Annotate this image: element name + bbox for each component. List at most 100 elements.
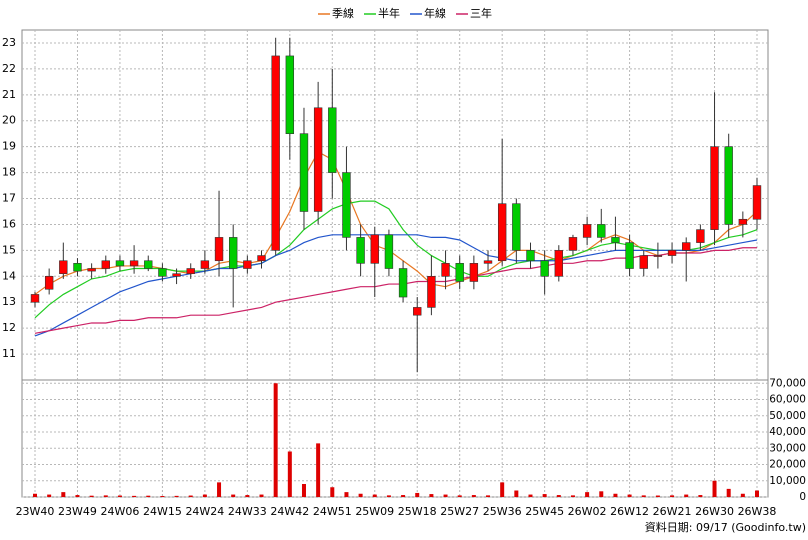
candle-body xyxy=(115,260,125,267)
x-tick-label: 26W12 xyxy=(610,505,649,518)
candle-body xyxy=(625,242,634,269)
volume-tick-label: 20,000 xyxy=(769,459,806,471)
candle-body xyxy=(469,263,479,282)
x-tick-label: 26W21 xyxy=(653,505,692,518)
candle-body xyxy=(752,185,762,220)
candle-body xyxy=(398,268,408,298)
y-tick-label: 19 xyxy=(2,140,16,153)
x-tick-label: 26W38 xyxy=(738,505,777,518)
candle-body xyxy=(299,133,309,212)
volume-bar xyxy=(188,495,193,497)
candle-body xyxy=(597,224,606,238)
x-tick-label: 26W30 xyxy=(695,505,734,518)
legend-label: 半年 xyxy=(378,6,400,20)
candle-body xyxy=(101,260,110,269)
candle-body xyxy=(667,250,677,256)
footer: 資料日期: 09/17 (Goodinfo.tw) xyxy=(645,520,806,534)
volume-bar xyxy=(202,494,207,497)
candle-body xyxy=(413,307,422,316)
volume-bar xyxy=(457,495,462,497)
candle-body xyxy=(554,250,563,277)
volume-tick-label: 50,000 xyxy=(769,410,806,422)
candle-body xyxy=(497,203,507,262)
candle-body xyxy=(568,237,578,251)
volume-bar xyxy=(231,494,236,497)
volume-tick-label: 10,000 xyxy=(769,475,806,487)
candle-body xyxy=(696,229,705,243)
ma-line xyxy=(34,200,758,319)
candle-body xyxy=(313,107,323,212)
candle-body xyxy=(611,237,620,243)
volume-bar xyxy=(755,490,759,497)
y-tick-label: 20 xyxy=(2,114,16,127)
x-tick-label: 25W27 xyxy=(440,505,479,518)
candle-body xyxy=(186,268,195,275)
volume-bar xyxy=(556,495,561,497)
candle-body xyxy=(370,234,379,264)
y-tick-label: 12 xyxy=(2,321,16,334)
volume-bar xyxy=(641,495,646,497)
candle-body xyxy=(44,275,54,290)
volume-bar xyxy=(401,495,406,497)
candle-body xyxy=(129,260,139,267)
legend-label: 年線 xyxy=(424,6,446,20)
volume-bar xyxy=(415,492,420,497)
volume-bar xyxy=(146,495,151,497)
candle-body xyxy=(30,294,40,303)
volume-bar xyxy=(103,495,108,497)
candle-body xyxy=(214,237,224,262)
volume-bar xyxy=(117,495,122,497)
volume-bar xyxy=(570,495,575,497)
y-tick-label: 17 xyxy=(2,192,16,205)
volume-bar xyxy=(344,492,349,497)
volume-bar xyxy=(217,482,222,497)
candle-body xyxy=(328,107,337,173)
candle-body xyxy=(441,263,450,277)
x-tick-label: 26W02 xyxy=(568,505,607,518)
volume-tick-label: 0 xyxy=(799,491,806,503)
volume-bar xyxy=(684,494,689,497)
x-tick-label: 23W40 xyxy=(16,505,55,518)
candle-body xyxy=(384,234,394,269)
candle-body xyxy=(653,255,663,257)
volume-bar xyxy=(670,495,675,497)
candle-body xyxy=(271,55,280,251)
volume-bar xyxy=(627,494,632,497)
volume-bar xyxy=(61,492,66,497)
y-tick-label: 13 xyxy=(2,295,16,308)
volume-tick-label: 40,000 xyxy=(769,426,806,438)
x-tick-label: 24W51 xyxy=(313,505,352,518)
volume-bar xyxy=(599,491,604,497)
volume-bar xyxy=(471,495,476,497)
volume-bar xyxy=(386,495,391,497)
volume-bar xyxy=(174,495,179,497)
candle-body xyxy=(738,218,748,225)
volume-bar xyxy=(429,494,434,497)
volume-tick-label: 30,000 xyxy=(769,442,806,454)
y-tick-label: 14 xyxy=(2,269,16,282)
volume-bar xyxy=(358,493,363,497)
volume-bar xyxy=(301,484,306,497)
candle-body xyxy=(540,260,549,277)
candle-body xyxy=(639,255,648,269)
candle-body xyxy=(144,260,153,269)
volume-bar xyxy=(89,495,94,497)
volume-bar xyxy=(585,492,590,497)
legend-label: 三年 xyxy=(470,6,492,20)
volume-bar xyxy=(132,495,137,497)
volume-bar xyxy=(528,494,533,497)
candle-body xyxy=(710,146,719,230)
candle-body xyxy=(59,260,68,275)
y-tick-label: 16 xyxy=(2,217,16,230)
x-tick-label: 24W42 xyxy=(270,505,309,518)
volume-bar xyxy=(443,494,448,497)
ma-line xyxy=(34,151,758,295)
volume-bar xyxy=(486,495,491,497)
candle-body xyxy=(356,237,365,264)
candle-body xyxy=(342,172,351,238)
candle-body xyxy=(257,255,266,262)
ma-line xyxy=(34,234,758,337)
volume-bar xyxy=(316,443,321,497)
candle-body xyxy=(582,224,592,238)
volume-bar xyxy=(698,495,703,497)
